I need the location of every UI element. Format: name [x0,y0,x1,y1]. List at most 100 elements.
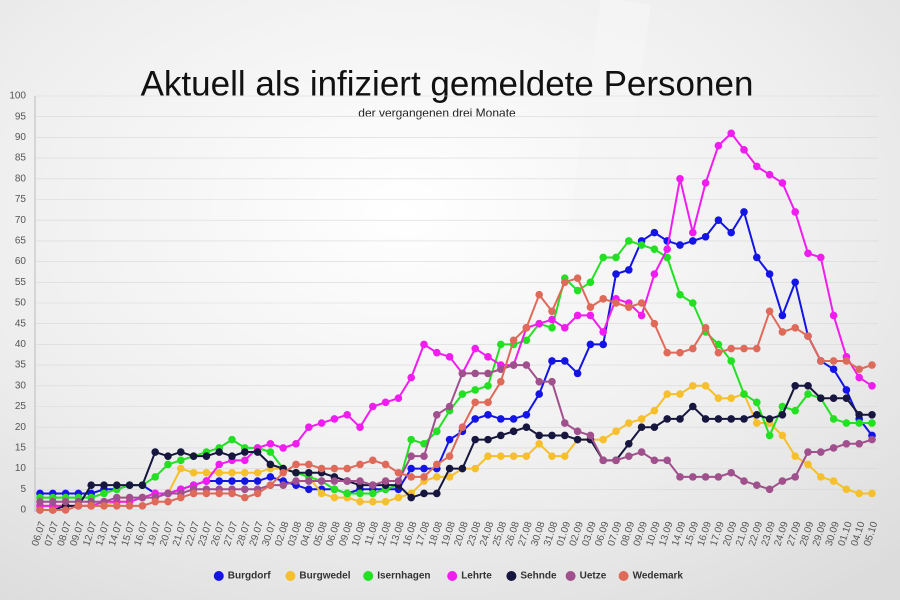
legend-label: Wedemark [633,571,684,582]
data-point [663,348,671,357]
data-point [535,290,543,299]
legend-marker [565,571,576,581]
y-tick-label: 85 [15,153,27,164]
data-point [727,357,735,365]
data-point [509,336,518,345]
data-point [778,477,787,485]
data-point [420,473,428,481]
data-point [215,489,223,498]
data-point [151,473,159,481]
data-point [497,377,505,386]
data-point [509,361,518,369]
data-point [817,448,825,456]
data-point [113,481,121,489]
data-point [765,170,774,179]
data-point [829,357,838,365]
chart-title: Aktuell als infiziert gemeldete Personen [141,64,754,103]
data-point [625,419,633,427]
legend-label: Burgdorf [228,571,271,582]
y-tick-label: 50 [15,298,27,309]
data-point [573,311,582,320]
data-point [804,332,812,340]
data-point [689,228,697,237]
data-point [791,324,799,332]
data-point [471,415,480,423]
data-point [330,493,339,502]
data-point [612,270,620,278]
legend-marker [506,571,517,581]
data-point [829,444,838,452]
data-point [740,477,748,485]
data-point [842,386,851,394]
data-point [753,162,761,171]
data-point [445,402,454,411]
data-point [471,464,480,473]
data-point [279,468,288,477]
data-point [535,319,543,328]
legend-label: Lehrte [461,571,492,582]
data-point [561,324,569,332]
data-point [343,489,352,498]
data-point [497,452,505,460]
data-point [381,497,390,506]
data-point [548,324,556,332]
data-point [407,435,416,444]
data-point [253,468,262,477]
data-point [817,394,825,403]
data-point [561,278,569,287]
data-point [100,481,108,489]
data-point [663,245,671,253]
data-point [573,427,582,436]
data-point [113,493,121,502]
data-point [740,344,748,353]
data-point [561,357,569,365]
data-point [394,477,403,485]
data-point [484,452,492,460]
data-point [689,473,697,481]
data-point [356,489,364,498]
data-point [625,439,633,448]
data-point [151,497,159,506]
legend-marker [618,571,629,581]
data-point [778,431,787,440]
data-point [394,493,403,502]
data-point [829,415,838,423]
data-point [701,232,710,241]
data-point [714,216,723,224]
data-point [241,477,249,485]
data-point [599,340,607,349]
data-point [535,431,543,440]
data-point [497,415,505,423]
legend-marker [447,571,458,581]
data-point [369,489,377,498]
data-point [305,460,313,469]
data-point [164,452,172,460]
data-point [535,377,543,386]
data-point [586,340,595,349]
data-point [740,415,748,423]
data-point [599,253,607,262]
data-point [548,357,556,365]
data-point [650,319,659,328]
y-tick-label: 45 [15,318,27,329]
data-point [637,423,646,432]
data-point [369,456,377,465]
data-point [689,382,697,390]
data-point [61,497,70,506]
data-point [215,477,223,485]
data-point [791,208,799,216]
data-point [433,460,441,469]
data-point [778,410,787,419]
data-point [650,270,659,278]
data-point [714,473,723,481]
data-point [765,415,774,423]
data-point [855,410,863,419]
data-point [586,278,595,287]
data-point [740,208,748,216]
legend-label: Burgwedel [299,571,350,582]
data-point [637,311,646,320]
y-tick-label: 100 [9,91,26,102]
data-point [202,489,211,498]
data-point [292,477,300,485]
